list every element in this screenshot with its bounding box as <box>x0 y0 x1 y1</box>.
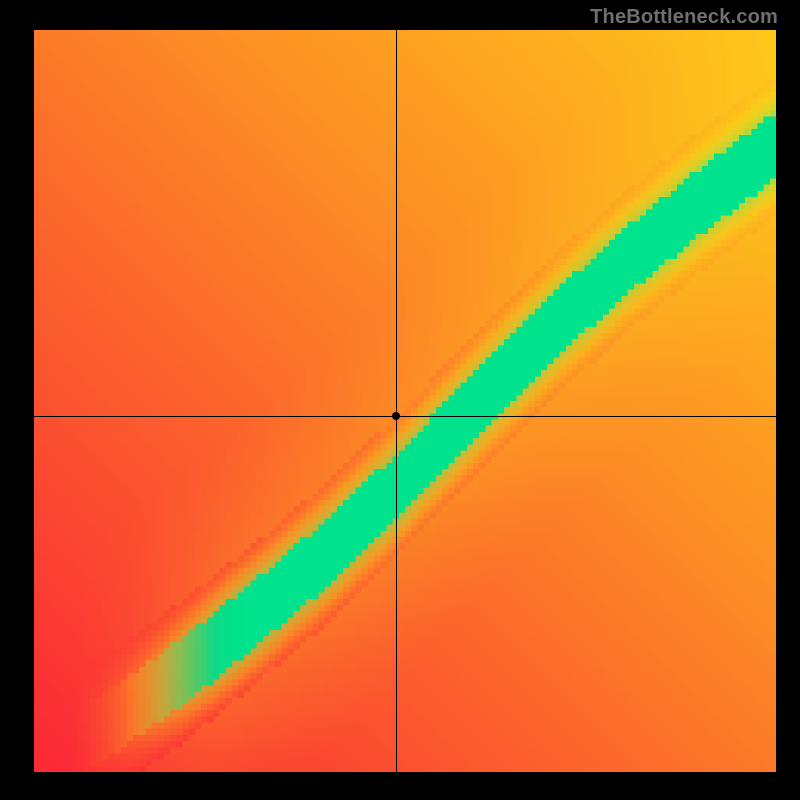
heatmap-canvas <box>34 30 776 772</box>
crosshair-horizontal <box>34 416 776 417</box>
heatmap-plot <box>34 30 776 772</box>
crosshair-marker <box>392 412 400 420</box>
attribution-watermark: TheBottleneck.com <box>590 6 778 29</box>
crosshair-vertical <box>396 30 397 772</box>
